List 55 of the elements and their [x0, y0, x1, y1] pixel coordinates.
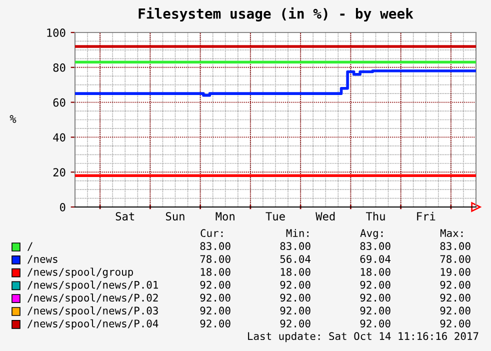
- text: 92.00: [440, 306, 470, 315]
- text: 92.00: [280, 280, 310, 289]
- legend-label: /news/spool/news/P.04: [28, 319, 158, 330]
- text: 92.00: [360, 320, 390, 328]
- legend-label: /news/spool/news/P.01: [28, 280, 158, 291]
- text: 92.00: [200, 320, 230, 328]
- text: 92.00: [440, 320, 470, 328]
- y-tick-label: 0: [60, 203, 66, 212]
- x-tick-label: Thu: [366, 212, 385, 221]
- text: 83.00: [440, 242, 470, 250]
- y-tick-label: 20: [53, 168, 66, 177]
- text: Min:: [286, 228, 308, 237]
- x-tick-label: Mon: [216, 212, 234, 221]
- x-tick-label: Wed: [316, 212, 335, 221]
- text: 78.00: [200, 255, 230, 263]
- text: 56.04: [280, 255, 311, 263]
- text: 18.00: [200, 268, 230, 276]
- text: 92.00: [360, 280, 390, 289]
- text: 78.00: [440, 255, 470, 263]
- y-tick-label: 40: [53, 133, 66, 142]
- text: 69.04: [360, 255, 391, 263]
- text: 92.00: [200, 306, 230, 315]
- text: Cur:: [200, 229, 223, 238]
- text: 92.00: [440, 280, 470, 289]
- x-tick-label: Fri: [417, 212, 436, 220]
- legend-label: /news/spool/news/P.02: [28, 294, 158, 304]
- text: Max:: [440, 229, 463, 238]
- y-tick-label: 60: [53, 98, 66, 107]
- x-tick-label: Sun: [166, 212, 184, 221]
- text: 83.00: [280, 242, 310, 250]
- text: Avg:: [360, 229, 383, 240]
- text: 92.00: [280, 306, 310, 315]
- text: 92.00: [360, 294, 390, 302]
- text: 18.00: [280, 268, 310, 276]
- x-tick-label: Tue: [266, 212, 285, 221]
- text: 92.00: [280, 294, 310, 302]
- text: 92.00: [200, 280, 230, 289]
- y-tick-label: 100: [47, 28, 66, 37]
- text: 92.00: [440, 294, 470, 302]
- y-tick-label: 80: [53, 63, 66, 72]
- x-tick-label: Sat: [116, 212, 134, 221]
- text: 18.00: [360, 268, 390, 276]
- text: 92.00: [280, 320, 310, 328]
- text: Last update: Sat Oct 14 11:16:16 2017: [248, 332, 478, 342]
- legend-label: /news/spool/group: [28, 268, 133, 278]
- text: 83.00: [360, 242, 390, 250]
- chart-title: Filesystem usage (in %) - by week: [138, 7, 414, 22]
- text: 92.00: [360, 306, 390, 315]
- legend-label: /news: [28, 255, 58, 264]
- legend-label: /: [28, 242, 32, 251]
- text: 83.00: [200, 242, 230, 250]
- legend-label: /news/spool/news/P.03: [28, 306, 158, 317]
- text: 92.00: [200, 294, 230, 302]
- text: 19.00: [440, 268, 470, 276]
- y-axis-title: %: [10, 115, 16, 123]
